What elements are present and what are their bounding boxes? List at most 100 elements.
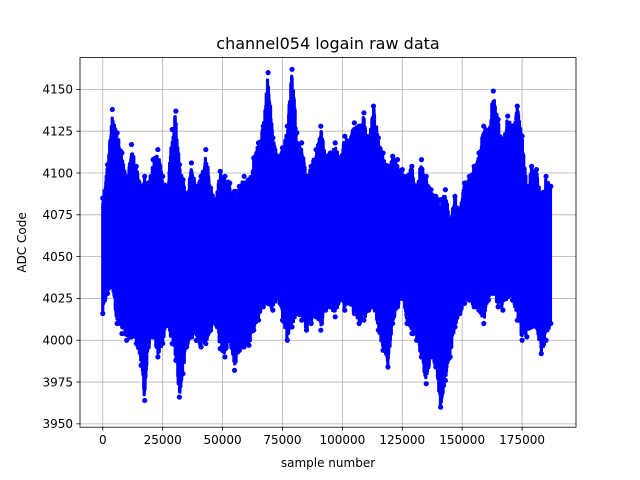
data-point <box>433 364 439 370</box>
data-point <box>138 362 144 368</box>
x-tick-label: 75000 <box>263 433 301 447</box>
data-point <box>509 123 516 129</box>
data-point <box>361 110 367 116</box>
data-point <box>457 207 463 213</box>
x-tick-label: 175000 <box>499 433 545 447</box>
data-point <box>524 334 530 340</box>
data-point <box>323 307 329 313</box>
data-point <box>409 330 415 337</box>
data-point <box>461 180 468 186</box>
data-point <box>342 133 348 139</box>
data-point <box>524 183 530 189</box>
data-point <box>514 317 520 323</box>
data-point <box>533 324 540 330</box>
data-point <box>255 317 262 323</box>
x-tick-label: 0 <box>99 433 107 447</box>
data-point <box>265 300 271 307</box>
data-point <box>533 167 540 173</box>
data-point <box>337 155 343 161</box>
data-point <box>442 377 449 383</box>
data-point <box>155 354 161 360</box>
data-point <box>114 130 120 136</box>
data-point <box>529 324 535 330</box>
data-point <box>380 347 386 353</box>
data-point <box>133 340 139 347</box>
data-point <box>490 88 496 94</box>
y-tick-label: 4025 <box>42 292 73 306</box>
data-point <box>193 337 199 343</box>
data-point <box>385 364 391 370</box>
data-point <box>169 340 175 347</box>
data-point <box>222 354 228 360</box>
data-point <box>404 173 410 179</box>
data-point <box>500 140 506 146</box>
data-point <box>390 320 396 327</box>
data-point <box>227 180 233 186</box>
data-point <box>313 314 319 320</box>
data-point <box>303 173 310 179</box>
data-point <box>289 66 295 72</box>
data-point <box>299 140 305 146</box>
data-point <box>433 193 439 200</box>
data-point <box>490 290 496 297</box>
data-point <box>538 351 544 357</box>
y-tick-label: 4100 <box>42 166 73 180</box>
data-point <box>385 163 391 169</box>
data-point <box>505 294 511 300</box>
x-tick-label: 100000 <box>319 433 365 447</box>
data-point <box>519 337 525 343</box>
x-axis-label: sample number <box>281 456 375 470</box>
data-point <box>346 300 353 307</box>
data-point <box>275 153 281 159</box>
data-point <box>217 345 223 352</box>
data-point <box>294 130 300 136</box>
data-point <box>142 397 148 404</box>
data-point <box>231 188 238 194</box>
data-point <box>318 123 324 129</box>
data-point <box>476 307 482 313</box>
data-point <box>423 173 429 179</box>
data-point <box>119 330 125 337</box>
data-point <box>452 324 458 330</box>
x-tick-label: 125000 <box>379 433 425 447</box>
data-point <box>327 304 333 310</box>
y-axis-label: ADC Code <box>15 212 29 272</box>
data-point <box>294 310 300 317</box>
data-point <box>275 294 281 300</box>
data-point <box>173 357 179 363</box>
data-point <box>438 197 444 203</box>
data-point <box>133 163 139 169</box>
data-point <box>457 310 463 317</box>
y-tick-label: 4150 <box>42 83 73 97</box>
data-point <box>212 197 218 203</box>
data-point <box>260 123 266 129</box>
data-point <box>519 133 525 139</box>
data-point <box>128 141 135 148</box>
data-point <box>145 344 151 350</box>
y-tick-label: 3950 <box>42 417 73 431</box>
data-point <box>428 187 434 193</box>
data-point <box>447 217 453 223</box>
data-point <box>370 103 377 109</box>
data-point <box>409 163 415 169</box>
data-point-cloud <box>101 74 553 408</box>
data-point <box>548 183 554 189</box>
data-point <box>366 140 372 146</box>
data-point <box>548 320 554 327</box>
data-point <box>361 317 367 323</box>
data-point <box>538 193 544 200</box>
data-point <box>150 157 156 163</box>
data-point <box>299 317 305 323</box>
data-point <box>169 126 175 133</box>
x-tick-label: 25000 <box>144 433 182 447</box>
x-tick-label: 150000 <box>439 433 485 447</box>
data-point <box>399 167 405 173</box>
data-point <box>351 310 357 317</box>
data-point <box>284 337 290 343</box>
data-point <box>414 337 420 343</box>
data-point <box>207 185 214 191</box>
data-point <box>246 177 252 183</box>
data-point <box>104 290 111 297</box>
data-point <box>342 307 348 313</box>
